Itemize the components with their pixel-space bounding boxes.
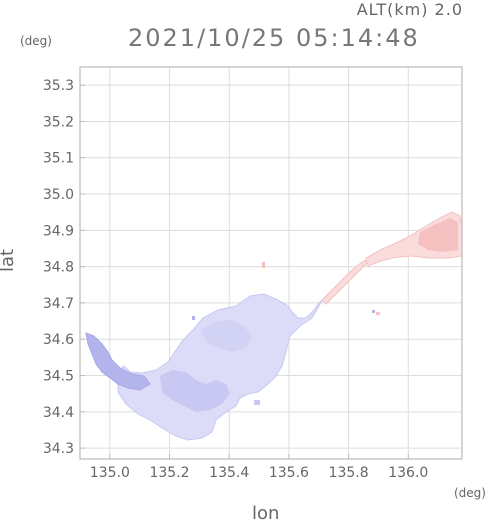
bay-region — [117, 293, 323, 441]
x-tick-label: 135.2 — [149, 465, 189, 481]
y-tick-label: 35.0 — [43, 187, 74, 203]
y-tick-label: 34.8 — [43, 260, 74, 276]
y-tick-label: 35.3 — [43, 78, 74, 94]
y-axis-unit: (deg) — [20, 34, 52, 48]
x-tick-label: 135.8 — [329, 465, 369, 481]
corridor — [321, 256, 372, 305]
y-tick-label: 34.6 — [43, 332, 74, 348]
y-tick-label: 35.2 — [43, 114, 74, 130]
positive-region — [262, 211, 463, 315]
speck-5 — [376, 312, 380, 315]
x-axis-label: lon — [252, 503, 280, 524]
x-tick-label: 135.6 — [269, 465, 309, 481]
y-tick-label: 34.9 — [43, 223, 74, 239]
x-tick-labels: 135.0 135.2 135.4 135.6 135.8 136.0 — [90, 465, 429, 481]
y-tick-label: 34.4 — [43, 405, 74, 421]
altitude-label: ALT(km) 2.0 — [356, 0, 463, 19]
speck-1 — [192, 316, 195, 320]
speck-4 — [262, 262, 265, 268]
speck-3 — [372, 310, 375, 313]
plot-frame — [79, 66, 463, 460]
mid-shade — [200, 320, 252, 352]
y-tick-label: 35.1 — [43, 151, 74, 167]
y-tick-label: 34.5 — [43, 369, 74, 385]
y-tick-label: 34.7 — [43, 296, 74, 312]
inner-bay-shade — [160, 370, 230, 412]
x-tick-label: 135.4 — [209, 465, 249, 481]
northeast-shade — [418, 218, 458, 252]
x-tick-label: 136.0 — [388, 465, 428, 481]
western-shore-band — [85, 332, 151, 391]
y-tick-label: 34.3 — [43, 441, 74, 457]
speck-2 — [254, 400, 260, 405]
x-axis-unit: (deg) — [454, 486, 486, 500]
timestamp-title: 2021/10/25 05:14:48 — [128, 24, 420, 52]
x-tick-label: 135.0 — [90, 465, 130, 481]
y-tick-labels: 34.3 34.4 34.5 34.6 34.7 34.8 34.9 35.0 35.1 35.2… — [43, 78, 74, 457]
negative-region — [85, 293, 375, 441]
